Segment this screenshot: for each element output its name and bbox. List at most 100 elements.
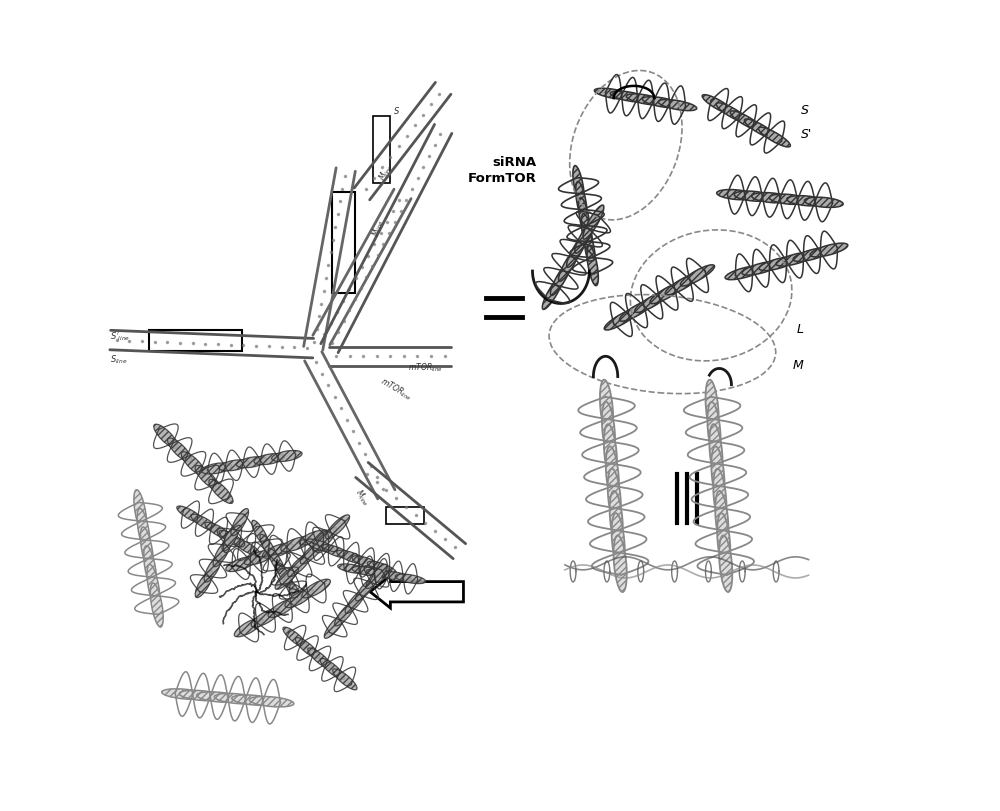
Ellipse shape (295, 637, 320, 659)
Ellipse shape (181, 453, 206, 476)
Ellipse shape (154, 425, 178, 448)
Ellipse shape (252, 521, 269, 547)
Ellipse shape (744, 120, 776, 139)
Ellipse shape (276, 563, 293, 590)
Ellipse shape (302, 579, 330, 599)
FancyArrow shape (370, 576, 463, 608)
Text: $M_{line}$: $M_{line}$ (352, 487, 372, 508)
Ellipse shape (308, 648, 332, 669)
Ellipse shape (197, 692, 241, 702)
Ellipse shape (337, 551, 366, 564)
Ellipse shape (702, 96, 734, 115)
Text: $mTOR_{line}$: $mTOR_{line}$ (378, 375, 415, 403)
Ellipse shape (299, 530, 330, 545)
FancyBboxPatch shape (386, 508, 424, 524)
Ellipse shape (635, 292, 669, 313)
Text: siRNA
FormTOR: siRNA FormTOR (468, 156, 537, 185)
Ellipse shape (313, 528, 337, 551)
Ellipse shape (268, 599, 297, 618)
Ellipse shape (650, 283, 684, 304)
Ellipse shape (734, 192, 773, 202)
Ellipse shape (335, 602, 356, 626)
Text: M: M (792, 359, 803, 372)
Text: S: S (800, 104, 808, 117)
Ellipse shape (213, 540, 231, 567)
Ellipse shape (285, 589, 314, 608)
Ellipse shape (575, 220, 596, 254)
Ellipse shape (717, 513, 730, 570)
Ellipse shape (219, 530, 246, 548)
Ellipse shape (275, 565, 299, 590)
Ellipse shape (231, 509, 249, 536)
Text: $M_{line}$: $M_{line}$ (376, 161, 396, 182)
Ellipse shape (707, 402, 721, 459)
Ellipse shape (604, 310, 638, 331)
Ellipse shape (195, 571, 213, 598)
Ellipse shape (322, 545, 351, 559)
Ellipse shape (587, 247, 598, 286)
Ellipse shape (137, 508, 150, 553)
Ellipse shape (705, 380, 719, 437)
Ellipse shape (579, 199, 590, 238)
Ellipse shape (234, 618, 263, 637)
Ellipse shape (191, 514, 218, 532)
Ellipse shape (550, 262, 571, 296)
Ellipse shape (254, 454, 284, 465)
Ellipse shape (168, 439, 192, 462)
Ellipse shape (345, 590, 366, 614)
Ellipse shape (326, 515, 350, 539)
Ellipse shape (725, 267, 763, 281)
Ellipse shape (232, 695, 276, 706)
Ellipse shape (665, 274, 699, 295)
Ellipse shape (730, 112, 762, 131)
Ellipse shape (576, 182, 587, 222)
Ellipse shape (147, 564, 160, 609)
Ellipse shape (559, 248, 580, 282)
Ellipse shape (711, 447, 725, 504)
Ellipse shape (542, 276, 563, 310)
Ellipse shape (338, 564, 368, 573)
Ellipse shape (713, 469, 726, 526)
Ellipse shape (288, 553, 312, 577)
Ellipse shape (177, 506, 204, 524)
Ellipse shape (201, 463, 232, 474)
Ellipse shape (162, 689, 206, 699)
Ellipse shape (300, 540, 324, 564)
Ellipse shape (140, 527, 153, 572)
Ellipse shape (226, 557, 257, 572)
Ellipse shape (395, 574, 426, 584)
Ellipse shape (356, 577, 377, 601)
Ellipse shape (209, 479, 233, 504)
Ellipse shape (602, 402, 615, 459)
Ellipse shape (219, 460, 249, 471)
FancyBboxPatch shape (149, 331, 242, 352)
Ellipse shape (284, 577, 302, 604)
Ellipse shape (759, 258, 797, 271)
Text: L: L (796, 323, 803, 336)
Ellipse shape (804, 198, 843, 208)
Ellipse shape (787, 196, 826, 207)
Ellipse shape (573, 166, 584, 206)
Ellipse shape (610, 92, 649, 103)
Ellipse shape (195, 466, 219, 490)
Ellipse shape (758, 128, 790, 148)
Ellipse shape (236, 457, 267, 468)
Ellipse shape (709, 425, 723, 481)
Text: S': S' (800, 128, 812, 141)
Ellipse shape (716, 104, 748, 123)
Ellipse shape (214, 693, 259, 704)
Ellipse shape (658, 101, 697, 111)
Text: $M_{line}$: $M_{line}$ (370, 217, 387, 238)
Ellipse shape (719, 536, 732, 592)
Ellipse shape (614, 536, 627, 592)
Ellipse shape (606, 447, 619, 504)
Ellipse shape (134, 490, 147, 534)
Ellipse shape (272, 451, 302, 462)
Ellipse shape (717, 191, 756, 200)
Ellipse shape (594, 89, 633, 101)
Ellipse shape (608, 469, 621, 526)
Ellipse shape (352, 556, 381, 569)
Ellipse shape (251, 608, 280, 628)
Ellipse shape (612, 513, 625, 570)
Ellipse shape (366, 564, 387, 589)
